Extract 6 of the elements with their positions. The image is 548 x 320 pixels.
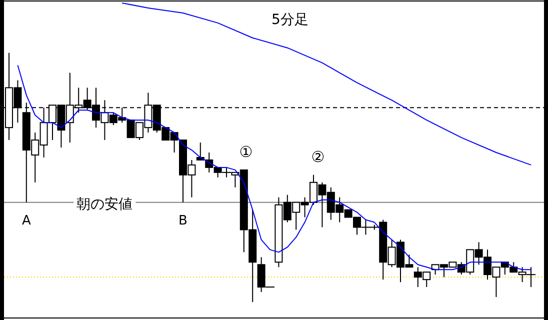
annotation: ②: [311, 148, 325, 166]
annotation: ①: [239, 143, 253, 161]
chart-title: 5分足: [272, 12, 308, 28]
ref-line-label: 朝の安値: [76, 196, 133, 212]
x-tick-label: A: [22, 213, 31, 228]
x-tick-label: B: [178, 213, 188, 228]
